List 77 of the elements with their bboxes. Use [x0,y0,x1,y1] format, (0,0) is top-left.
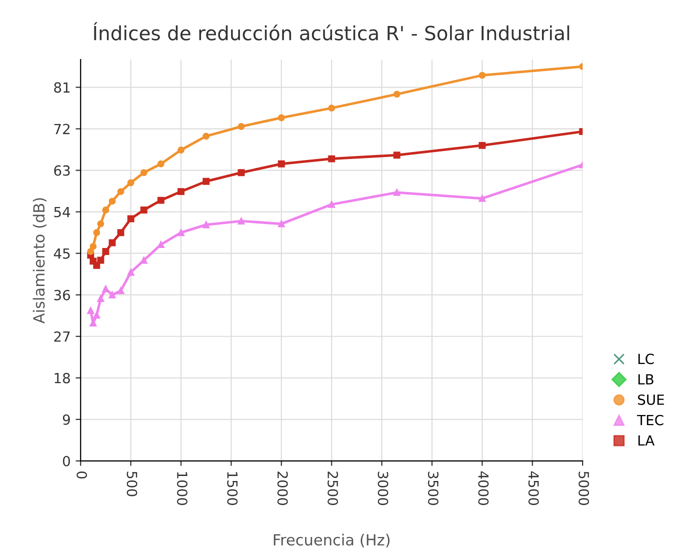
point [278,160,285,168]
point [478,142,486,149]
x-tick-label: 2000 [277,472,288,506]
point [178,188,184,196]
point [102,285,110,292]
x-tick-label: 4000 [478,471,489,506]
point [93,312,100,319]
point [140,206,148,214]
point [97,295,104,302]
point [328,200,336,208]
point [117,229,124,236]
point [93,229,100,236]
point [97,220,104,228]
legend-label: TEC [637,414,664,426]
point [127,215,134,222]
point [278,114,285,122]
x-tick-label: 4500 [528,471,539,506]
y-tick-label: 36 [54,290,70,300]
y-tick-label: 81 [54,82,70,93]
x-tick-label: 1500 [227,472,238,506]
point [178,146,184,154]
point [238,169,245,176]
point [140,256,148,264]
point [478,72,486,79]
legend-label: LA [638,435,655,446]
point [157,196,164,204]
point [393,188,400,196]
point [393,152,400,159]
x-tick-label: 5000 [578,472,590,506]
point [127,179,134,186]
point [278,220,285,228]
y-tick-label: 18 [54,372,70,384]
legend-label: SUE [638,394,664,405]
point [117,287,124,294]
x-tick-label: 3000 [378,472,388,506]
point [393,90,400,98]
point [108,239,116,246]
point [140,169,148,176]
x-tick-label: 500 [126,472,138,496]
point [108,198,116,205]
point [157,160,164,168]
y-tick-label: 63 [54,165,70,176]
point [93,262,100,269]
point [87,248,94,255]
point [328,155,336,162]
point [97,256,104,264]
legend-label: LC [638,354,654,364]
point [108,291,116,298]
y-tick-label: 54 [54,206,70,218]
chart-title: Índices de reducción acústica R' - Solar Industrial [94,22,570,40]
point [238,123,245,130]
point [328,104,336,112]
x-axis-title: Frecuencia (Hz) [274,534,390,548]
point [202,178,210,185]
point [127,268,134,276]
y-tick-label: 45 [54,248,70,259]
y-axis-title: Aislamiento (dB) [32,198,46,324]
point [157,241,164,248]
point [238,218,245,225]
point [90,242,97,250]
y-tick-label: 27 [54,331,70,342]
point [178,229,184,236]
x-tick-label: 0 [76,472,88,479]
x-tick-label: 2500 [328,472,338,506]
point [202,132,210,140]
y-tick-label: 0 [62,456,70,466]
legend-label: LB [638,374,654,384]
y-tick-label: 72 [54,124,70,134]
point [202,221,210,228]
x-tick-label: 3500 [428,472,438,506]
point [117,188,124,196]
x-tick-label: 1000 [176,472,188,506]
point [87,307,94,314]
point [478,194,486,202]
y-tick-label: 9 [62,414,70,425]
point [102,206,110,214]
point [102,248,110,255]
